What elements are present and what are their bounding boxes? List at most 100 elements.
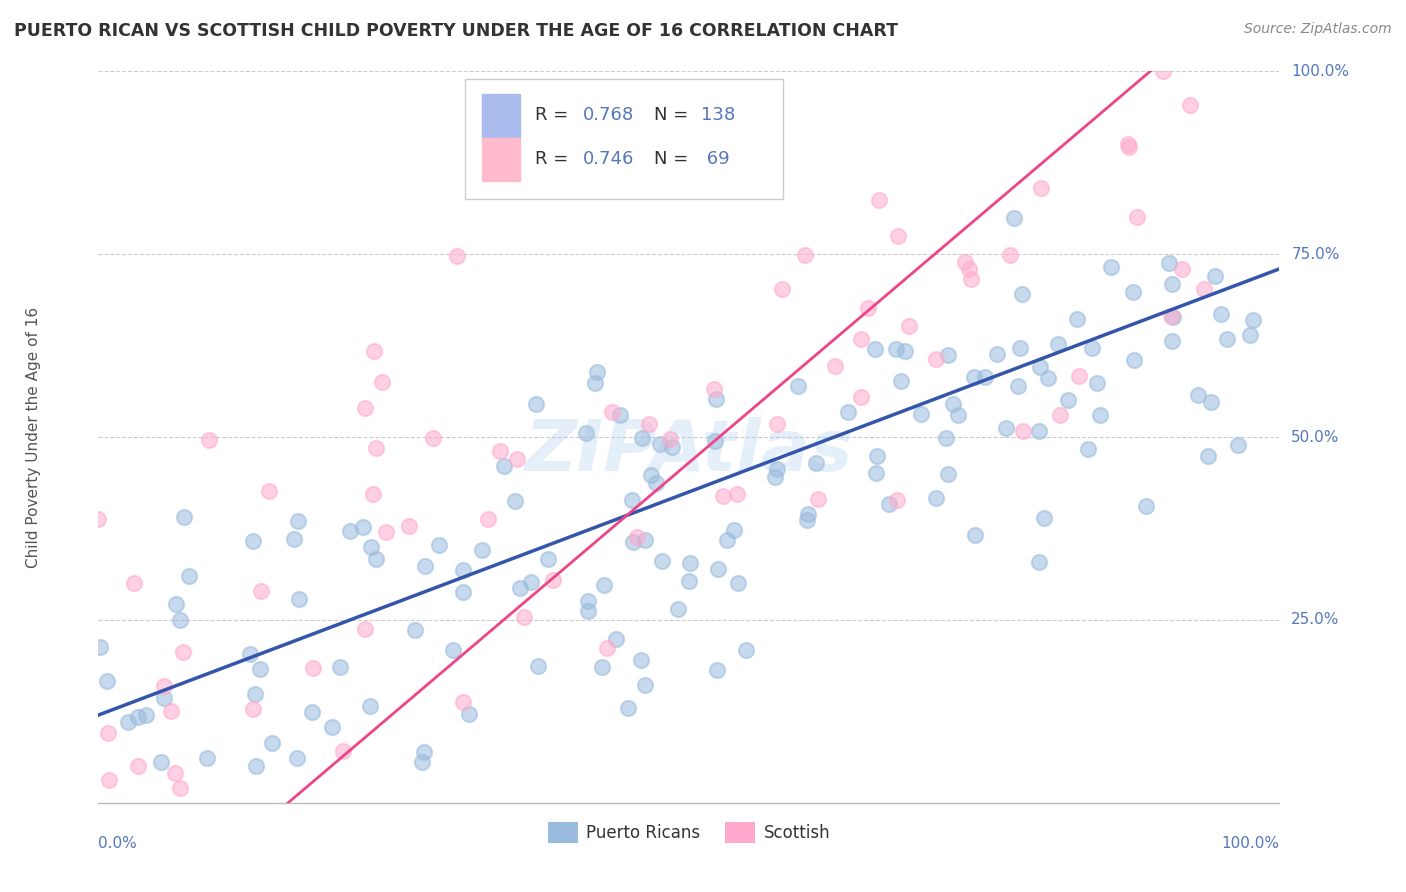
Point [127,758,149,772]
Point [441,642,464,657]
Point [621,492,644,507]
Point [363,344,385,359]
Point [716,533,738,548]
Point [150,755,173,769]
Point [1178,98,1201,112]
Point [1007,379,1029,393]
Point [925,352,948,367]
Point [605,632,627,647]
Point [1161,334,1184,348]
Point [87,512,110,526]
Point [1160,309,1182,323]
Text: N =: N = [654,106,693,124]
Point [890,374,912,388]
Point [527,658,550,673]
Point [197,751,219,765]
Point [884,342,907,356]
Point [153,690,176,705]
Point [177,569,200,583]
Point [645,475,668,490]
Point [1135,500,1157,514]
Point [287,514,309,528]
Point [661,440,683,454]
Point [583,376,606,390]
Point [824,359,846,373]
Point [942,397,965,411]
Point [936,467,959,481]
Point [89,640,111,654]
Legend: Puerto Ricans, Scottish: Puerto Ricans, Scottish [541,815,837,849]
Text: N =: N = [654,150,693,168]
Point [679,557,702,571]
Point [354,401,377,415]
Point [153,679,176,693]
Point [262,736,284,750]
Point [1008,342,1031,356]
Text: 138: 138 [700,106,735,124]
Point [706,664,728,678]
Text: PUERTO RICAN VS SCOTTISH CHILD POVERTY UNDER THE AGE OF 16 CORRELATION CHART: PUERTO RICAN VS SCOTTISH CHILD POVERTY U… [14,22,898,40]
Point [524,397,547,411]
Point [413,745,436,759]
Point [1032,511,1054,525]
Point [794,247,817,261]
Point [638,417,661,431]
Point [865,467,887,481]
Point [877,497,900,511]
Point [630,653,652,667]
Point [127,710,149,724]
Point [239,647,262,661]
Point [519,575,541,590]
Point [591,660,613,674]
Point [634,678,657,692]
Point [359,698,381,713]
Point [422,431,444,445]
Point [995,421,1018,435]
Point [283,533,305,547]
Point [651,554,673,568]
Point [257,483,280,498]
Point [1116,137,1139,152]
Point [321,720,343,734]
Point [413,558,436,573]
Point [163,766,186,780]
Point [1011,286,1033,301]
Point [451,563,474,577]
Point [1081,341,1104,355]
Point [678,574,700,589]
Point [160,704,183,718]
Point [851,390,873,404]
Point [1047,336,1070,351]
Point [446,249,468,263]
Point [1029,181,1052,195]
Point [631,432,654,446]
Point [609,408,631,422]
Point [451,695,474,709]
Point [172,645,194,659]
Point [354,623,377,637]
Point [894,344,917,359]
Point [513,610,536,624]
Point [886,492,908,507]
Point [242,701,264,715]
Point [634,533,657,547]
Text: 100.0%: 100.0% [1291,64,1350,78]
Point [578,604,600,618]
Point [727,575,749,590]
Point [621,534,644,549]
Point [494,458,516,473]
Point [1216,332,1239,346]
Point [986,346,1008,360]
Point [763,470,786,484]
Point [1057,392,1080,407]
Point [285,751,308,765]
Point [666,602,689,616]
Point [806,456,828,470]
Point [122,576,145,591]
Point [602,405,624,419]
Point [352,519,374,533]
Point [1171,261,1194,276]
Point [1239,328,1261,343]
Point [135,708,157,723]
Point [1012,425,1035,439]
